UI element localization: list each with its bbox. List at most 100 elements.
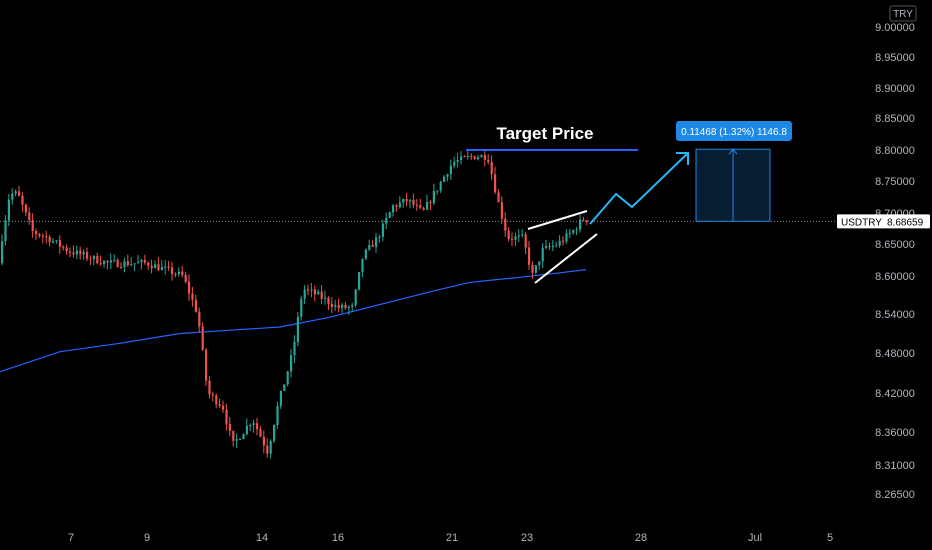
candle-body [279, 391, 282, 406]
time-tick-label: 5 [827, 532, 833, 544]
candle-body [45, 236, 48, 238]
currency-label: TRY [893, 9, 913, 20]
candle-body [300, 298, 303, 317]
candle-body [562, 240, 565, 242]
current-price-symbol: USDTRY [841, 217, 882, 228]
candle-body [96, 255, 99, 264]
candle-body [188, 281, 191, 294]
candle-body [137, 262, 140, 264]
time-tick-label: 7 [68, 532, 74, 544]
candle-body [35, 231, 38, 234]
candle-body [572, 230, 575, 234]
candle-body [232, 430, 235, 441]
projection-path[interactable] [589, 152, 689, 225]
candle-body [585, 220, 588, 222]
candle-body [371, 244, 374, 247]
candle-body [4, 220, 7, 242]
candle-body [211, 394, 214, 396]
candle-body [106, 261, 109, 263]
candle-body [337, 305, 340, 309]
candle-body [52, 241, 55, 243]
candle-body [436, 190, 439, 192]
candle-body [398, 202, 401, 207]
candles [1, 148, 588, 459]
candle-body [154, 264, 157, 269]
candle-body [375, 237, 378, 247]
price-tick-label: 8.42000 [875, 388, 915, 400]
candle-body [1, 241, 4, 264]
price-axis[interactable]: 9.00000 8.95000 8.90000 8.85000 8.80000 8.750… [875, 22, 915, 501]
wedge-upper-line[interactable] [527, 210, 588, 230]
candle-body [171, 267, 174, 275]
candle-body [86, 252, 89, 259]
candle-body [480, 155, 483, 158]
candle-body [470, 156, 473, 158]
candle-body [582, 219, 585, 221]
candle-body [439, 181, 442, 191]
candle-body [548, 246, 551, 248]
candle-body [334, 305, 337, 308]
candle-body [524, 234, 527, 248]
time-tick-label: Jul [748, 532, 762, 544]
candle-body [79, 250, 82, 255]
candle-body [534, 265, 537, 273]
candle-body [456, 160, 459, 162]
target-price-label: Target Price [496, 124, 593, 143]
candle-body [290, 355, 293, 372]
candle-body [143, 260, 146, 263]
candle-body [276, 405, 279, 425]
time-axis[interactable]: 7 9 14 16 21 23 28 Jul 5 [68, 532, 833, 544]
candle-body [463, 156, 466, 158]
candle-body [395, 205, 398, 207]
candle-body [99, 263, 102, 265]
candle-body [419, 205, 422, 208]
candle-body [269, 440, 272, 454]
candle-body [497, 192, 500, 203]
candle-body [103, 261, 106, 265]
candle-body [194, 299, 197, 312]
candle-body [402, 198, 405, 203]
candle-body [62, 246, 65, 248]
candle-body [222, 405, 225, 410]
candle-body [511, 239, 514, 241]
currency-badge [889, 5, 917, 22]
candle-body [429, 202, 432, 204]
price-tick-label: 8.26500 [875, 489, 915, 501]
current-price-value: 8.68659 [887, 217, 924, 228]
price-tick-label: 9.00000 [875, 22, 915, 34]
candle-body [140, 260, 143, 263]
candle-body [531, 264, 534, 273]
price-tick-label: 8.31000 [875, 460, 915, 472]
candle-body [89, 258, 92, 260]
candle-body [184, 274, 187, 282]
candle-body [82, 252, 85, 255]
price-tick-label: 8.75000 [875, 176, 915, 188]
wedge-lower-line[interactable] [534, 233, 598, 284]
candle-body [466, 156, 469, 158]
candle-body [69, 251, 72, 253]
candle-body [361, 258, 364, 272]
candle-body [317, 291, 320, 295]
candle-body [358, 271, 361, 290]
candle-body [296, 316, 299, 342]
candle-body [351, 305, 354, 307]
candle-body [164, 266, 167, 268]
candle-body [412, 199, 415, 206]
time-tick-label: 21 [446, 532, 458, 544]
candle-body [262, 436, 265, 446]
candle-body [388, 212, 391, 218]
candle-body [579, 219, 582, 230]
candle-body [483, 155, 486, 160]
candle-body [449, 165, 452, 175]
candle-body [239, 439, 242, 441]
candle-body [293, 341, 296, 356]
candle-body [575, 229, 578, 231]
candle-body [500, 202, 503, 219]
candle-body [245, 425, 248, 435]
candle-body [177, 271, 180, 275]
candle-body [24, 204, 27, 213]
candle-body [460, 156, 463, 161]
candle-body [341, 304, 344, 309]
candle-body [201, 326, 204, 350]
